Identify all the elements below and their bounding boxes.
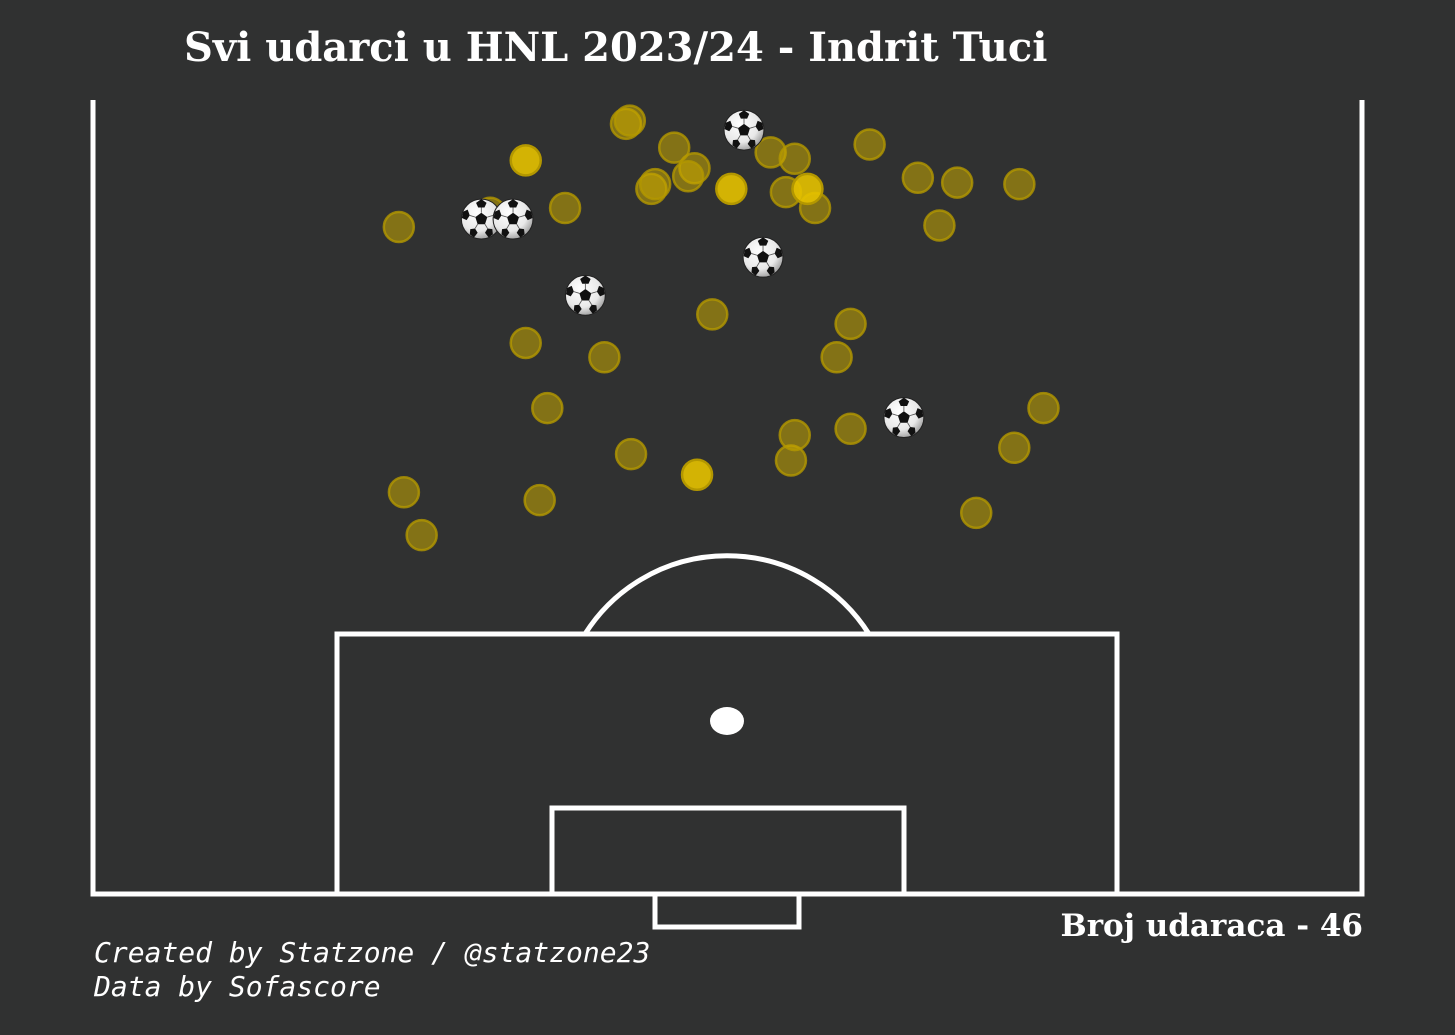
big-chance-marker: [680, 458, 714, 492]
shot-marker: [405, 518, 438, 552]
shot-count-label: Broj udaraca - 46: [1060, 908, 1364, 944]
shot-marker: [523, 483, 556, 517]
goal-frame: [652, 891, 802, 930]
shot-marker: [387, 475, 421, 509]
shot-marker: [614, 437, 648, 471]
shot-marker: [923, 209, 956, 242]
shot-marker: [778, 418, 812, 452]
shot-marker: [657, 131, 691, 164]
goal-marker: [492, 198, 534, 240]
pitch-lines: [90, 100, 1365, 930]
shot-marker: [509, 326, 542, 360]
six-yard-box: [549, 805, 907, 897]
shot-marker: [588, 341, 621, 374]
shot-marker: [382, 210, 416, 244]
penalty-spot: [710, 707, 744, 735]
shot-marker: [1003, 167, 1036, 201]
credits: Created by Statzone / @statzone23 Data b…: [94, 936, 650, 1004]
goal-marker: [883, 397, 925, 439]
shot-marker: [1027, 391, 1060, 425]
goal-marker: [723, 109, 765, 151]
big-chance-marker: [509, 144, 542, 177]
shot-marker: [613, 104, 647, 137]
source-line: Data by Sofascore: [94, 970, 381, 1003]
penalty-arc: [582, 553, 872, 636]
penalty-area: [334, 631, 1120, 897]
goal-marker: [564, 274, 606, 316]
shot-marker: [548, 191, 582, 225]
big-chance-marker: [715, 172, 748, 206]
shot-marker: [940, 166, 974, 199]
shot-marker: [671, 159, 705, 193]
credit-line: Created by Statzone / @statzone23: [94, 936, 651, 969]
big-chance-marker: [791, 172, 824, 206]
shot-marker: [820, 341, 853, 374]
chart-title: Svi udarci u HNL 2023/24 - Indrit Tuci: [184, 24, 1048, 71]
shot-marker: [959, 496, 993, 530]
shot-marker: [998, 431, 1031, 465]
shot-marker: [638, 167, 672, 201]
shot-marker: [834, 307, 867, 341]
half-pitch-boundary: [90, 100, 1365, 897]
shot-marker: [696, 298, 729, 331]
goal-marker: [742, 236, 784, 278]
shots-layer: [382, 104, 1060, 552]
shot-marker: [531, 391, 564, 425]
shot-marker: [778, 142, 812, 176]
shot-marker: [853, 128, 886, 161]
shot-marker: [901, 161, 935, 195]
shot-marker: [834, 412, 867, 445]
